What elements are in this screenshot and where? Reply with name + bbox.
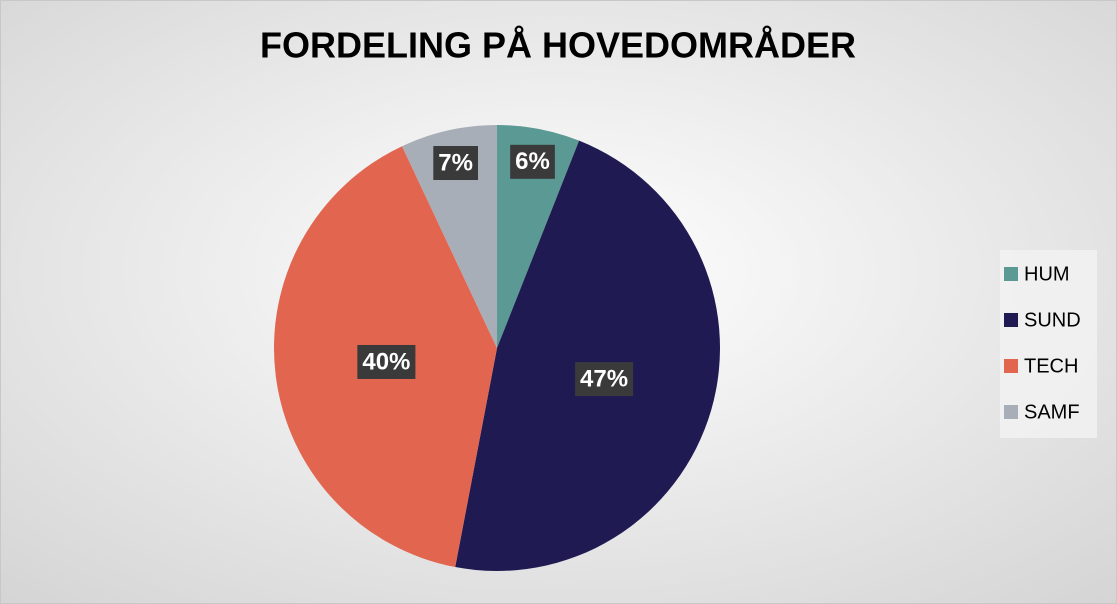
data-label-text: 40% [362,348,410,375]
legend-label: HUM [1024,263,1070,285]
pie-slice [455,140,721,572]
pie-slice [402,125,497,348]
data-label-box [433,146,478,181]
legend-swatch [1004,267,1018,281]
pie-slice [497,125,580,348]
data-label: 6% [510,144,555,179]
data-label-text: 47% [580,365,628,392]
legend-swatch [1004,405,1018,419]
data-label: 7% [433,146,478,181]
legend-label: SUND [1024,309,1081,331]
data-label-box [575,362,634,397]
data-label: 47% [575,362,634,397]
data-label-text: 6% [515,148,550,175]
legend-label: TECH [1024,355,1078,377]
legend-swatch [1004,313,1018,327]
data-label-box [357,344,416,379]
legend-label: SAMF [1024,401,1080,423]
legend-swatch [1004,359,1018,373]
data-label-box [510,144,555,179]
data-label-text: 7% [438,149,473,176]
chart-title: FORDELING PÅ HOVEDOMRÅDER [260,25,856,66]
data-label: 40% [357,344,416,379]
